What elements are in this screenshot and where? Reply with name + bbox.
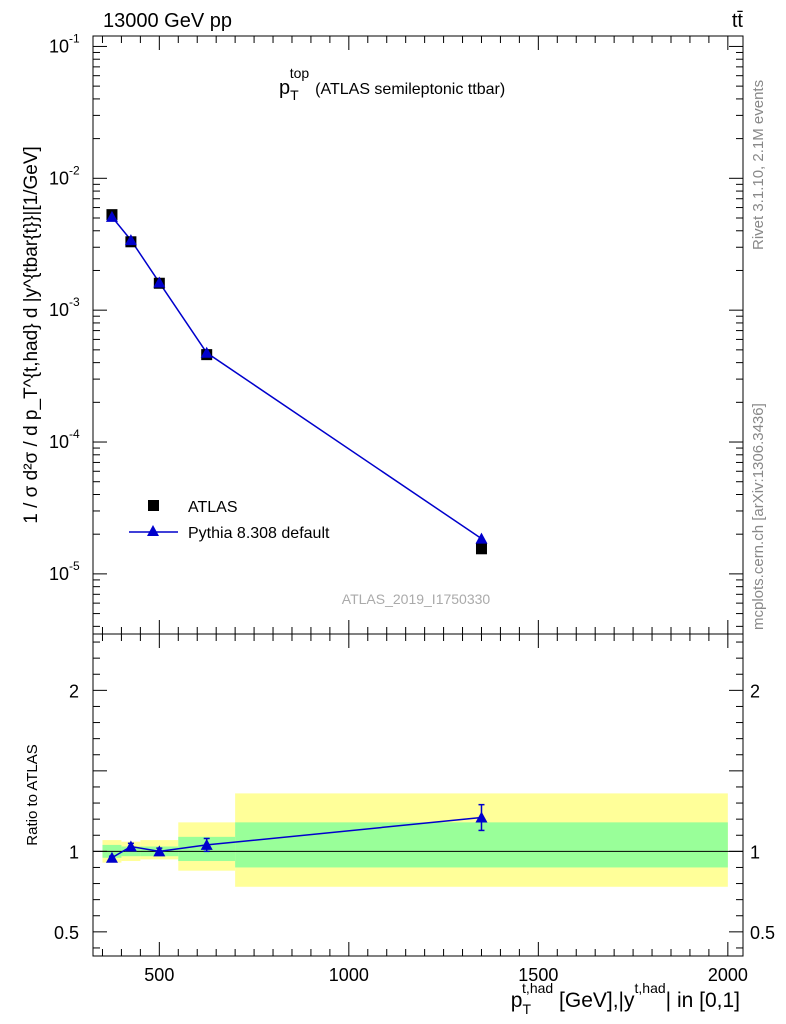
legend-marker-atlas: [148, 500, 159, 511]
x-tick-label: 1500: [518, 965, 558, 985]
pythia-data-point: [475, 532, 488, 544]
x-tick-label: 500: [144, 965, 174, 985]
pythia-data-point: [200, 346, 213, 358]
main-y-axis-label: 1 / σ d²σ / d p_T^{t,had} d |y^{tbar{t}}…: [21, 146, 42, 524]
pythia-data-point: [124, 234, 137, 246]
pythia-data-point: [153, 276, 166, 288]
ratio-data-point: [200, 838, 213, 850]
rivet-label: Rivet 3.1.10, 2.1M events: [750, 80, 767, 250]
ratio-series-layer: [105, 803, 488, 863]
energy-label: 13000 GeV pp: [103, 10, 232, 32]
main-y-tick-exponent: -5: [69, 559, 80, 573]
ratio-data-point: [124, 840, 137, 852]
process-label: tt̄: [732, 10, 744, 32]
analysis-id-label: ATLAS_2019_I1750330: [342, 591, 491, 607]
ratio-data-point: [153, 845, 166, 857]
ratio-axis-ticks: 500 1000 1500 2000 0.5 0.5 1 1 2 2: [54, 634, 775, 985]
x-tick-label: 1000: [329, 965, 369, 985]
ratio-y-tick-label-left: 0.5: [54, 923, 79, 943]
ratio-data-point: [475, 811, 488, 823]
main-y-tick-exponent: -2: [69, 163, 80, 177]
ratio-y-axis-label: Ratio to ATLAS: [24, 744, 41, 845]
legend-marker-pythia: [147, 525, 159, 536]
ratio-y-tick-label-right: 1: [750, 842, 760, 862]
ratio-y-tick-label-left: 2: [69, 681, 79, 701]
legend: ATLAS Pythia 8.308 default: [129, 499, 330, 542]
mcplots-label: mcplots.cern.ch [arXiv:1306.3436]: [750, 403, 767, 630]
main-y-tick-label: 10: [49, 432, 69, 452]
atlas-data-point: [475, 543, 487, 555]
main-plot-panel: 10-510-410-310-210-1 pTtop(ATLAS semilep…: [21, 31, 744, 635]
main-axis-ticks: 10-510-410-310-210-1: [49, 31, 743, 634]
main-y-tick-exponent: -3: [69, 295, 80, 309]
main-series-layer: [105, 209, 488, 555]
main-plot-frame: [92, 35, 744, 635]
main-y-tick-exponent: -1: [69, 31, 80, 45]
ratio-uncertainty-bands: [93, 793, 743, 887]
ratio-y-tick-label-right: 0.5: [750, 923, 775, 943]
x-tick-label: 2000: [708, 965, 748, 985]
pythia-series-line: [111, 216, 482, 540]
legend-label-atlas: ATLAS: [188, 499, 238, 516]
main-y-tick-label: 10: [49, 36, 69, 56]
main-y-tick-label: 10: [49, 300, 69, 320]
ratio-plot-frame: [92, 633, 744, 957]
ratio-y-tick-label-right: 2: [750, 681, 760, 701]
pythia-data-point: [105, 210, 118, 222]
legend-label-pythia: Pythia 8.308 default: [188, 525, 330, 542]
x-axis-label: pTt,had [GeV],|yt,had| in [0,1]: [511, 980, 740, 1017]
main-y-tick-label: 10: [49, 168, 69, 188]
ratio-data-point: [105, 851, 118, 863]
main-y-tick-exponent: -4: [69, 427, 80, 441]
ratio-plot-panel: 500 1000 1500 2000 0.5 0.5 1 1 2 2 Ratio to ATLAS…: [24, 633, 775, 1017]
main-title: pTtop(ATLAS semileptonic ttbar): [279, 65, 505, 103]
ratio-y-tick-label-left: 1: [69, 842, 79, 862]
main-y-tick-label: 10: [49, 564, 69, 584]
